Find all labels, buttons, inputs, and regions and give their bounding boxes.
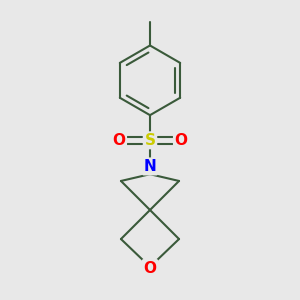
Text: O: O [112,133,125,148]
Text: O: O [143,261,157,276]
Text: O: O [175,133,188,148]
Text: S: S [145,133,155,148]
Text: N: N [144,159,156,174]
